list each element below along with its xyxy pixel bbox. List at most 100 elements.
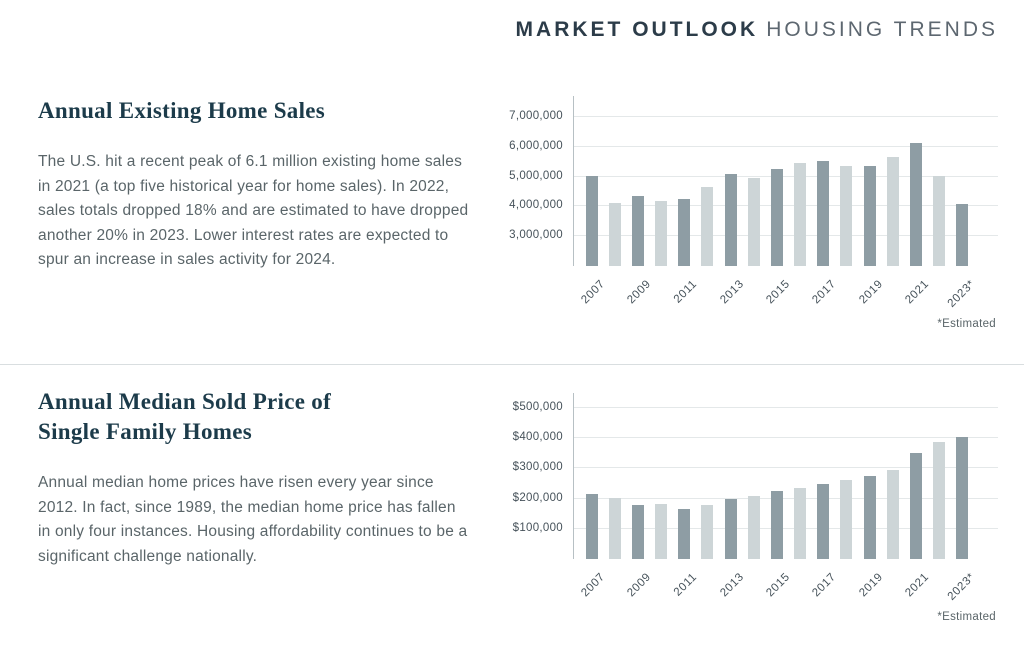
gridline: 5,000,000: [509, 170, 998, 182]
bar-slot: [812, 393, 835, 559]
bar-slot: [719, 393, 742, 559]
y-axis-tick-label: 7,000,000: [509, 110, 563, 122]
bars-group: [580, 393, 974, 559]
bar-2011: [678, 509, 691, 559]
bar-2017: [817, 161, 830, 266]
gridline: 6,000,000: [509, 140, 998, 152]
bar-slot: [835, 96, 858, 266]
section-home-sales: Annual Existing Home Sales The U.S. hit …: [0, 96, 1024, 330]
y-axis-tick-label: $300,000: [512, 461, 563, 473]
gridline: $200,000: [513, 492, 998, 504]
bar-slot: [928, 393, 951, 559]
bar-2012: [701, 505, 714, 559]
y-axis-tick-label: $500,000: [512, 401, 563, 413]
bar-slot: [858, 96, 881, 266]
bar-2010: [655, 504, 668, 559]
bar-2007: [585, 176, 598, 266]
bar-2018: [840, 166, 853, 266]
median-price-title-line2: Single Family Homes: [38, 419, 252, 444]
bar-2020: [886, 470, 899, 559]
bar-slot: [881, 393, 904, 559]
median-price-chart-column: $100,000 $200,000 $300,000 $400,000 $500,000…: [498, 387, 998, 623]
bar-slot: [812, 96, 835, 266]
bar-2010: [655, 201, 668, 266]
y-axis-tick-label: $400,000: [512, 431, 563, 443]
bars-group: [580, 96, 974, 266]
median-price-text-column: Annual Median Sold Price of Single Famil…: [38, 387, 470, 569]
estimated-footnote: *Estimated: [937, 611, 996, 623]
bar-slot: [835, 393, 858, 559]
gridline: $100,000: [513, 522, 998, 534]
bar-2013: [724, 499, 737, 559]
home-sales-plot-area: 3,000,000 4,000,000 5,000,000 6,000,000 7,00…: [509, 96, 998, 266]
median-price-paragraph: Annual median home prices have risen eve…: [38, 474, 468, 565]
bar-2021: [909, 143, 922, 266]
y-axis-tick-label: 5,000,000: [509, 170, 563, 182]
home-sales-x-axis: 2007 2009 2011 2013 2015 2017 2019 2021 2023*: [573, 266, 998, 312]
bar-2012: [701, 187, 714, 266]
bar-2014: [747, 496, 760, 559]
bar-2020: [886, 157, 899, 266]
bar-slot: [789, 96, 812, 266]
bar-slot: [719, 96, 742, 266]
gridline: $300,000: [513, 461, 998, 473]
y-axis-tick-label: $100,000: [512, 522, 563, 534]
bar-slot: [603, 393, 626, 559]
bar-slot: [626, 96, 649, 266]
bar-slot: [904, 96, 927, 266]
header-title-secondary: HOUSING TRENDS: [766, 18, 998, 41]
bar-slot: [673, 393, 696, 559]
median-price-plot-area: $100,000 $200,000 $300,000 $400,000 $500,000: [513, 393, 998, 559]
bar-2022: [933, 176, 946, 266]
bar-2008: [608, 203, 621, 266]
bar-2018: [840, 480, 853, 559]
bar-2009: [631, 505, 644, 559]
bar-2009: [631, 196, 644, 266]
bar-slot: [928, 96, 951, 266]
bar-slot: [951, 96, 974, 266]
gridline: $500,000: [513, 401, 998, 413]
median-price-title: Annual Median Sold Price of Single Famil…: [38, 387, 470, 447]
bar-slot: [603, 96, 626, 266]
bar-slot: [742, 96, 765, 266]
bar-slot: [765, 393, 788, 559]
bar-slot: [789, 393, 812, 559]
home-sales-text-column: Annual Existing Home Sales The U.S. hit …: [38, 96, 470, 273]
bar-slot: [881, 96, 904, 266]
bar-2019: [863, 166, 876, 266]
bar-slot: [673, 96, 696, 266]
bar-2015: [770, 491, 783, 559]
median-price-title-line1: Annual Median Sold Price of: [38, 389, 332, 414]
y-axis-tick-label: 6,000,000: [509, 140, 563, 152]
y-axis-tick-label: 3,000,000: [509, 229, 563, 241]
gridline: 3,000,000: [509, 229, 998, 241]
annual-median-sold-price-chart: $100,000 $200,000 $300,000 $400,000 $500,000…: [498, 393, 998, 623]
header-title-primary: MARKET OUTLOOK: [515, 18, 759, 41]
bar-2013: [724, 174, 737, 266]
y-axis-tick-label: $200,000: [512, 492, 563, 504]
bar-slot: [696, 96, 719, 266]
bar-slot: [904, 393, 927, 559]
bar-2021: [909, 453, 922, 559]
bar-slot: [742, 393, 765, 559]
bar-slot: [650, 96, 673, 266]
bar-slot: [858, 393, 881, 559]
annual-existing-home-sales-chart: 3,000,000 4,000,000 5,000,000 6,000,000 7,00…: [498, 96, 998, 330]
bar-2022: [933, 442, 946, 559]
bar-slot: [696, 393, 719, 559]
bar-2019: [863, 476, 876, 559]
median-price-x-axis: 2007 2009 2011 2013 2015 2017 2019 2021 2023*: [573, 559, 998, 605]
gridline: 4,000,000: [509, 199, 998, 211]
bar-2016: [794, 488, 807, 559]
y-axis-tick-label: 4,000,000: [509, 199, 563, 211]
bar-2007: [585, 494, 598, 559]
estimated-footnote: *Estimated: [937, 318, 996, 330]
bar-2008: [608, 498, 621, 559]
bar-slot: [765, 96, 788, 266]
bar-slot: [580, 96, 603, 266]
home-sales-chart-column: 3,000,000 4,000,000 5,000,000 6,000,000 7,00…: [498, 96, 998, 330]
bar-2017: [817, 484, 830, 559]
gridline: 7,000,000: [509, 110, 998, 122]
section-divider: [0, 364, 1024, 365]
